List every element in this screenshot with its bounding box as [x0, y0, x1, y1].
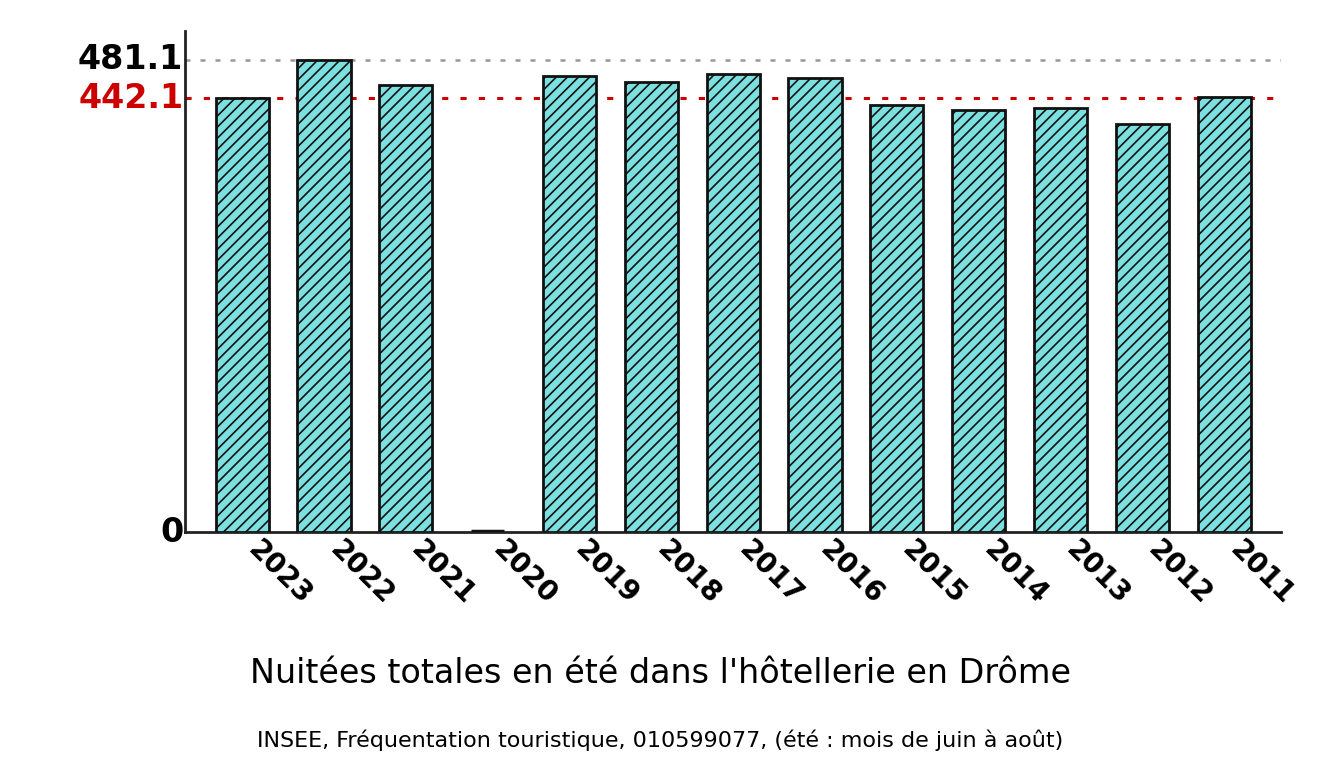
Text: Nuitées totales en été dans l'hôtellerie en Drôme: Nuitées totales en été dans l'hôtellerie…: [250, 657, 1071, 690]
Bar: [707, 74, 760, 532]
Text: 0: 0: [160, 516, 184, 549]
Bar: [625, 82, 678, 532]
Bar: [1116, 124, 1169, 532]
Bar: [789, 78, 841, 532]
Text: INSEE, Fréquentation touristique, 010599077, (été : mois de juin à août): INSEE, Fréquentation touristique, 010599…: [258, 729, 1063, 751]
Bar: [379, 85, 432, 532]
Text: 481.1: 481.1: [78, 43, 184, 76]
Bar: [1198, 97, 1251, 532]
Bar: [297, 60, 350, 532]
Bar: [952, 110, 1005, 532]
Bar: [1034, 109, 1087, 532]
Bar: [215, 98, 268, 532]
Bar: [871, 105, 923, 532]
Bar: [543, 75, 596, 532]
Text: 442.1: 442.1: [78, 81, 184, 114]
